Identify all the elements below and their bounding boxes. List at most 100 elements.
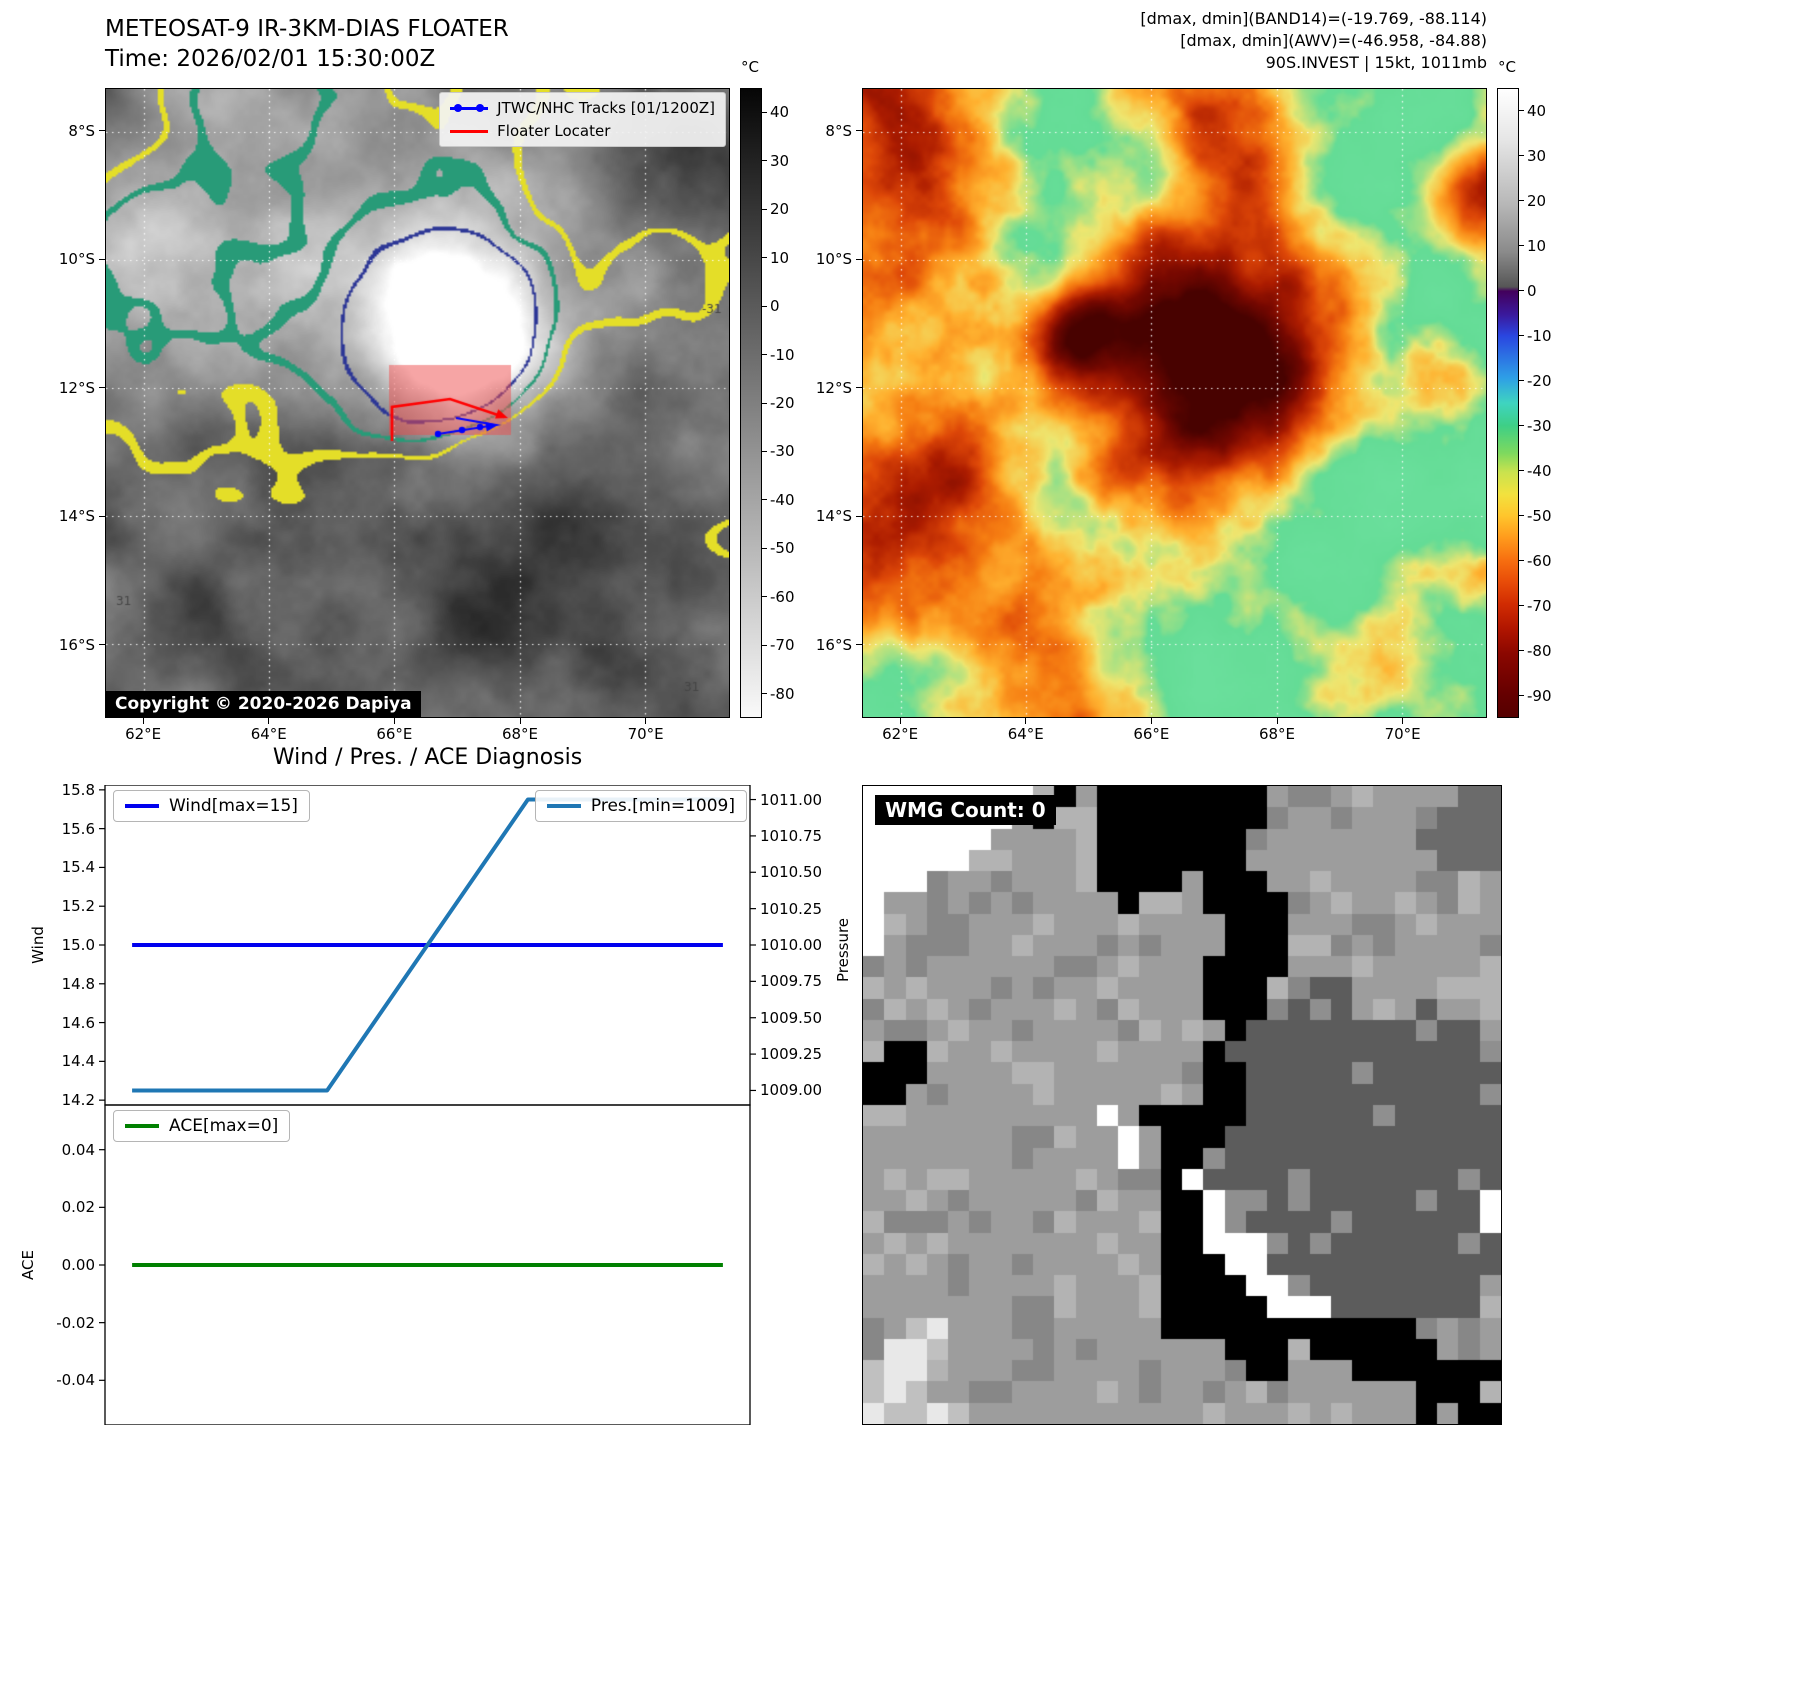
lat-tick-mark [99,258,105,260]
jtwc-legend-label: JTWC/NHC Tracks [01/1200Z] [497,99,715,117]
lon-tick-label: 64°E [1007,725,1044,743]
lat-tick-mark [856,258,862,260]
colorbar-tick-label: 20 [770,200,790,219]
floater-legend-label: Floater Locater [497,122,611,140]
lon-tick-mark [142,718,144,724]
colorbar-tick-mark [1519,515,1524,516]
y-tick-label: 15.6 [61,819,95,838]
lon-tick-label: 62°E [882,725,919,743]
lat-tick-mark [856,644,862,646]
wmg-count-label: WMG Count: 0 [875,795,1056,825]
copyright-banner: Copyright © 2020-2026 Dapiya [106,691,421,717]
y-tick-label: 0.00 [61,1256,95,1274]
lat-tick-label: 16°S [58,635,95,654]
colorbar-tick-label: -40 [770,490,795,509]
lat-tick-label: 8°S [825,121,852,140]
colorbar-tick-mark [1519,695,1524,696]
ir-title-line1: METEOSAT-9 IR-3KM-DIAS FLOATER [105,16,509,42]
pressure-legend-label: Pres.[min=1009] [590,796,735,816]
jtwc-track-line-sample [450,104,489,112]
colorbar-tick-label: 0 [770,297,780,316]
colorbar-tick-mark [1519,560,1524,561]
colorbar-tick-label: -30 [1527,416,1552,435]
colorbar-tick-mark [762,547,767,549]
lat-tick-label: 12°S [58,378,95,397]
awv-colorbar-unit: °C [1498,58,1516,76]
colorbar-tick-mark [762,693,767,695]
lat-tick-label: 14°S [58,507,95,526]
y-tick-label: 0.04 [61,1140,95,1159]
right-y-tick-label: 1009.00 [760,1081,823,1100]
floater-line-sample [450,129,489,133]
lon-tick-mark [268,718,270,724]
colorbar-tick-mark [1519,380,1524,381]
lon-tick-mark [1025,718,1027,724]
wmg-panel: WMG Count: 0 [862,785,1502,1425]
ace-axis-label: ACE [19,1250,37,1280]
lon-tick-label: 70°E [627,725,664,743]
chart-plot-area [99,785,756,1425]
lat-tick-mark [99,130,105,132]
lon-tick-mark [519,718,521,724]
awv-map-overlay [863,89,1486,717]
lon-tick-label: 68°E [501,725,539,743]
colorbar-tick-mark [762,305,767,307]
right-y-tick-label: 1010.75 [760,826,823,845]
colorbar-tick-label: 30 [770,151,790,170]
ir-map-overlay [106,89,729,717]
colorbar-tick-mark [762,160,767,162]
right-y-tick-label: 1009.75 [760,972,823,991]
y-tick-label: -0.04 [56,1371,95,1390]
wind-pres-ace-chart: Wind / Pres. / ACE Diagnosis Wind Pressu… [0,740,880,1450]
ace-legend: ACE[max=0] [113,1110,291,1142]
lat-tick-mark [99,515,105,517]
colorbar-tick-label: 20 [1527,191,1547,210]
lat-tick-label: 10°S [815,250,852,269]
colorbar-tick-mark [762,450,767,452]
awv-header-invest: 90S.INVEST | 15kt, 1011mb [1265,53,1487,72]
colorbar-tick-label: 40 [1527,101,1547,120]
awv-header: [dmax, dmin](BAND14)=(-19.769, -88.114) … [887,8,1487,74]
lon-tick-label: 68°E [1258,725,1296,743]
colorbar-tick-label: -40 [1527,461,1552,480]
ace-legend-label: ACE[max=0] [169,1116,279,1136]
colorbar-tick-mark [1519,335,1524,336]
colorbar-tick-mark [762,111,767,113]
colorbar-tick-mark [762,402,767,404]
lat-tick-mark [856,515,862,517]
colorbar-tick-mark [1519,605,1524,606]
jtwc-marker-dot [476,104,485,112]
awv-header-awv: [dmax, dmin](AWV)=(-46.958, -84.88) [1180,31,1487,50]
lon-tick-mark [645,718,647,724]
colorbar-tick-label: -90 [1527,686,1552,705]
ace-line-sample [125,1124,159,1128]
right-y-tick-label: 1010.50 [760,863,823,882]
lon-tick-label: 64°E [250,725,287,743]
colorbar-tick-label: -10 [1527,326,1552,345]
colorbar-tick-mark [1519,245,1524,246]
lat-tick-mark [99,644,105,646]
awv-header-band14: [dmax, dmin](BAND14)=(-19.769, -88.114) [1140,9,1487,28]
y-tick-label: 14.4 [61,1052,95,1071]
y-tick-label: 15.0 [61,936,95,954]
colorbar-tick-label: -80 [1527,641,1552,660]
lon-tick-label: 66°E [1133,725,1170,743]
colorbar-tick-label: -20 [770,394,795,412]
colorbar-tick-label: -80 [770,684,795,703]
colorbar-tick-label: -60 [770,587,795,606]
y-tick-label: 15.8 [61,780,95,799]
ir-map: JTWC/NHC Tracks [01/1200Z] Floater Locat… [105,88,730,718]
lat-tick-label: 10°S [58,250,95,269]
colorbar-tick-mark [762,596,767,598]
pressure-legend: Pres.[min=1009] [534,790,747,822]
y-tick-label: 14.8 [61,974,95,993]
colorbar-tick-label: 0 [1527,281,1537,300]
wind-legend-label: Wind[max=15] [169,796,298,816]
chart-title: Wind / Pres. / ACE Diagnosis [272,745,583,770]
right-y-tick-label: 1009.25 [760,1045,823,1064]
colorbar-tick-mark [1519,110,1524,111]
wind-legend: Wind[max=15] [113,790,310,822]
colorbar-tick-mark [1519,425,1524,426]
colorbar-tick-mark [762,354,767,356]
